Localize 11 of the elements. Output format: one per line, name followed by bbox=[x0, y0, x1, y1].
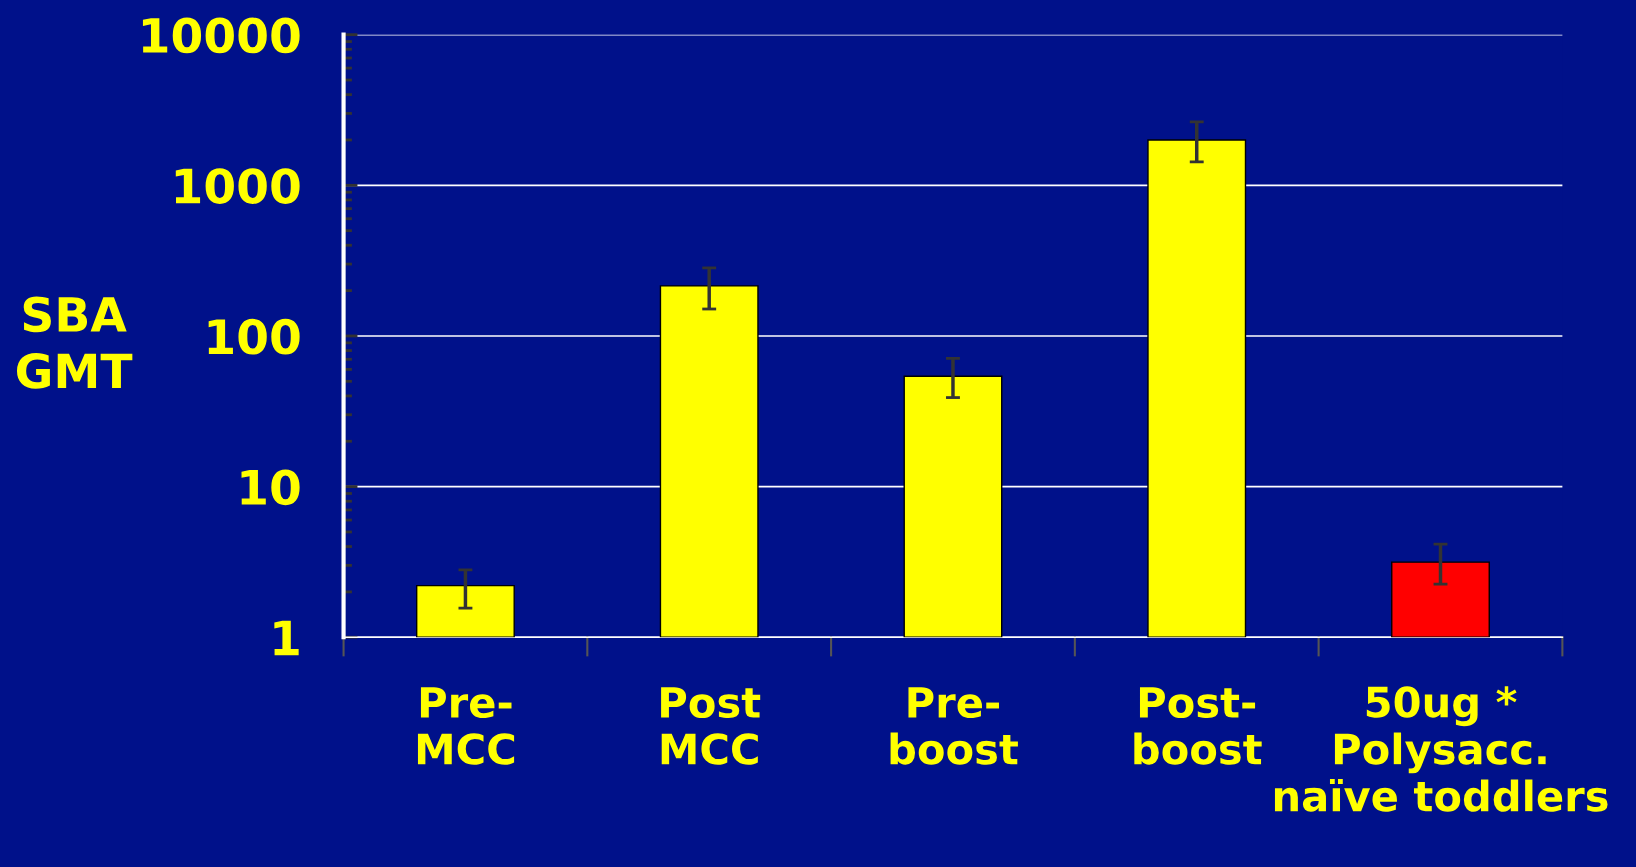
y-tick-label: 100 bbox=[208, 318, 300, 355]
y-tick-label: 10000 bbox=[142, 17, 300, 54]
x-tick-label: 50ug * Polysacc. naïve toddlers bbox=[1274, 686, 1608, 812]
x-tick-label: Post- boost bbox=[1134, 687, 1262, 765]
x-tick-label: Pre- MCC bbox=[417, 687, 515, 765]
y-tick-label: 1000 bbox=[175, 168, 300, 204]
x-tick-label: Pre- boost bbox=[890, 687, 1018, 765]
y-axis-title: SBA GMT bbox=[16, 296, 133, 389]
y-tick-label: 10 bbox=[241, 469, 300, 506]
y-tick-label: 1 bbox=[274, 620, 299, 656]
x-tick-label: Post MCC bbox=[661, 687, 761, 765]
